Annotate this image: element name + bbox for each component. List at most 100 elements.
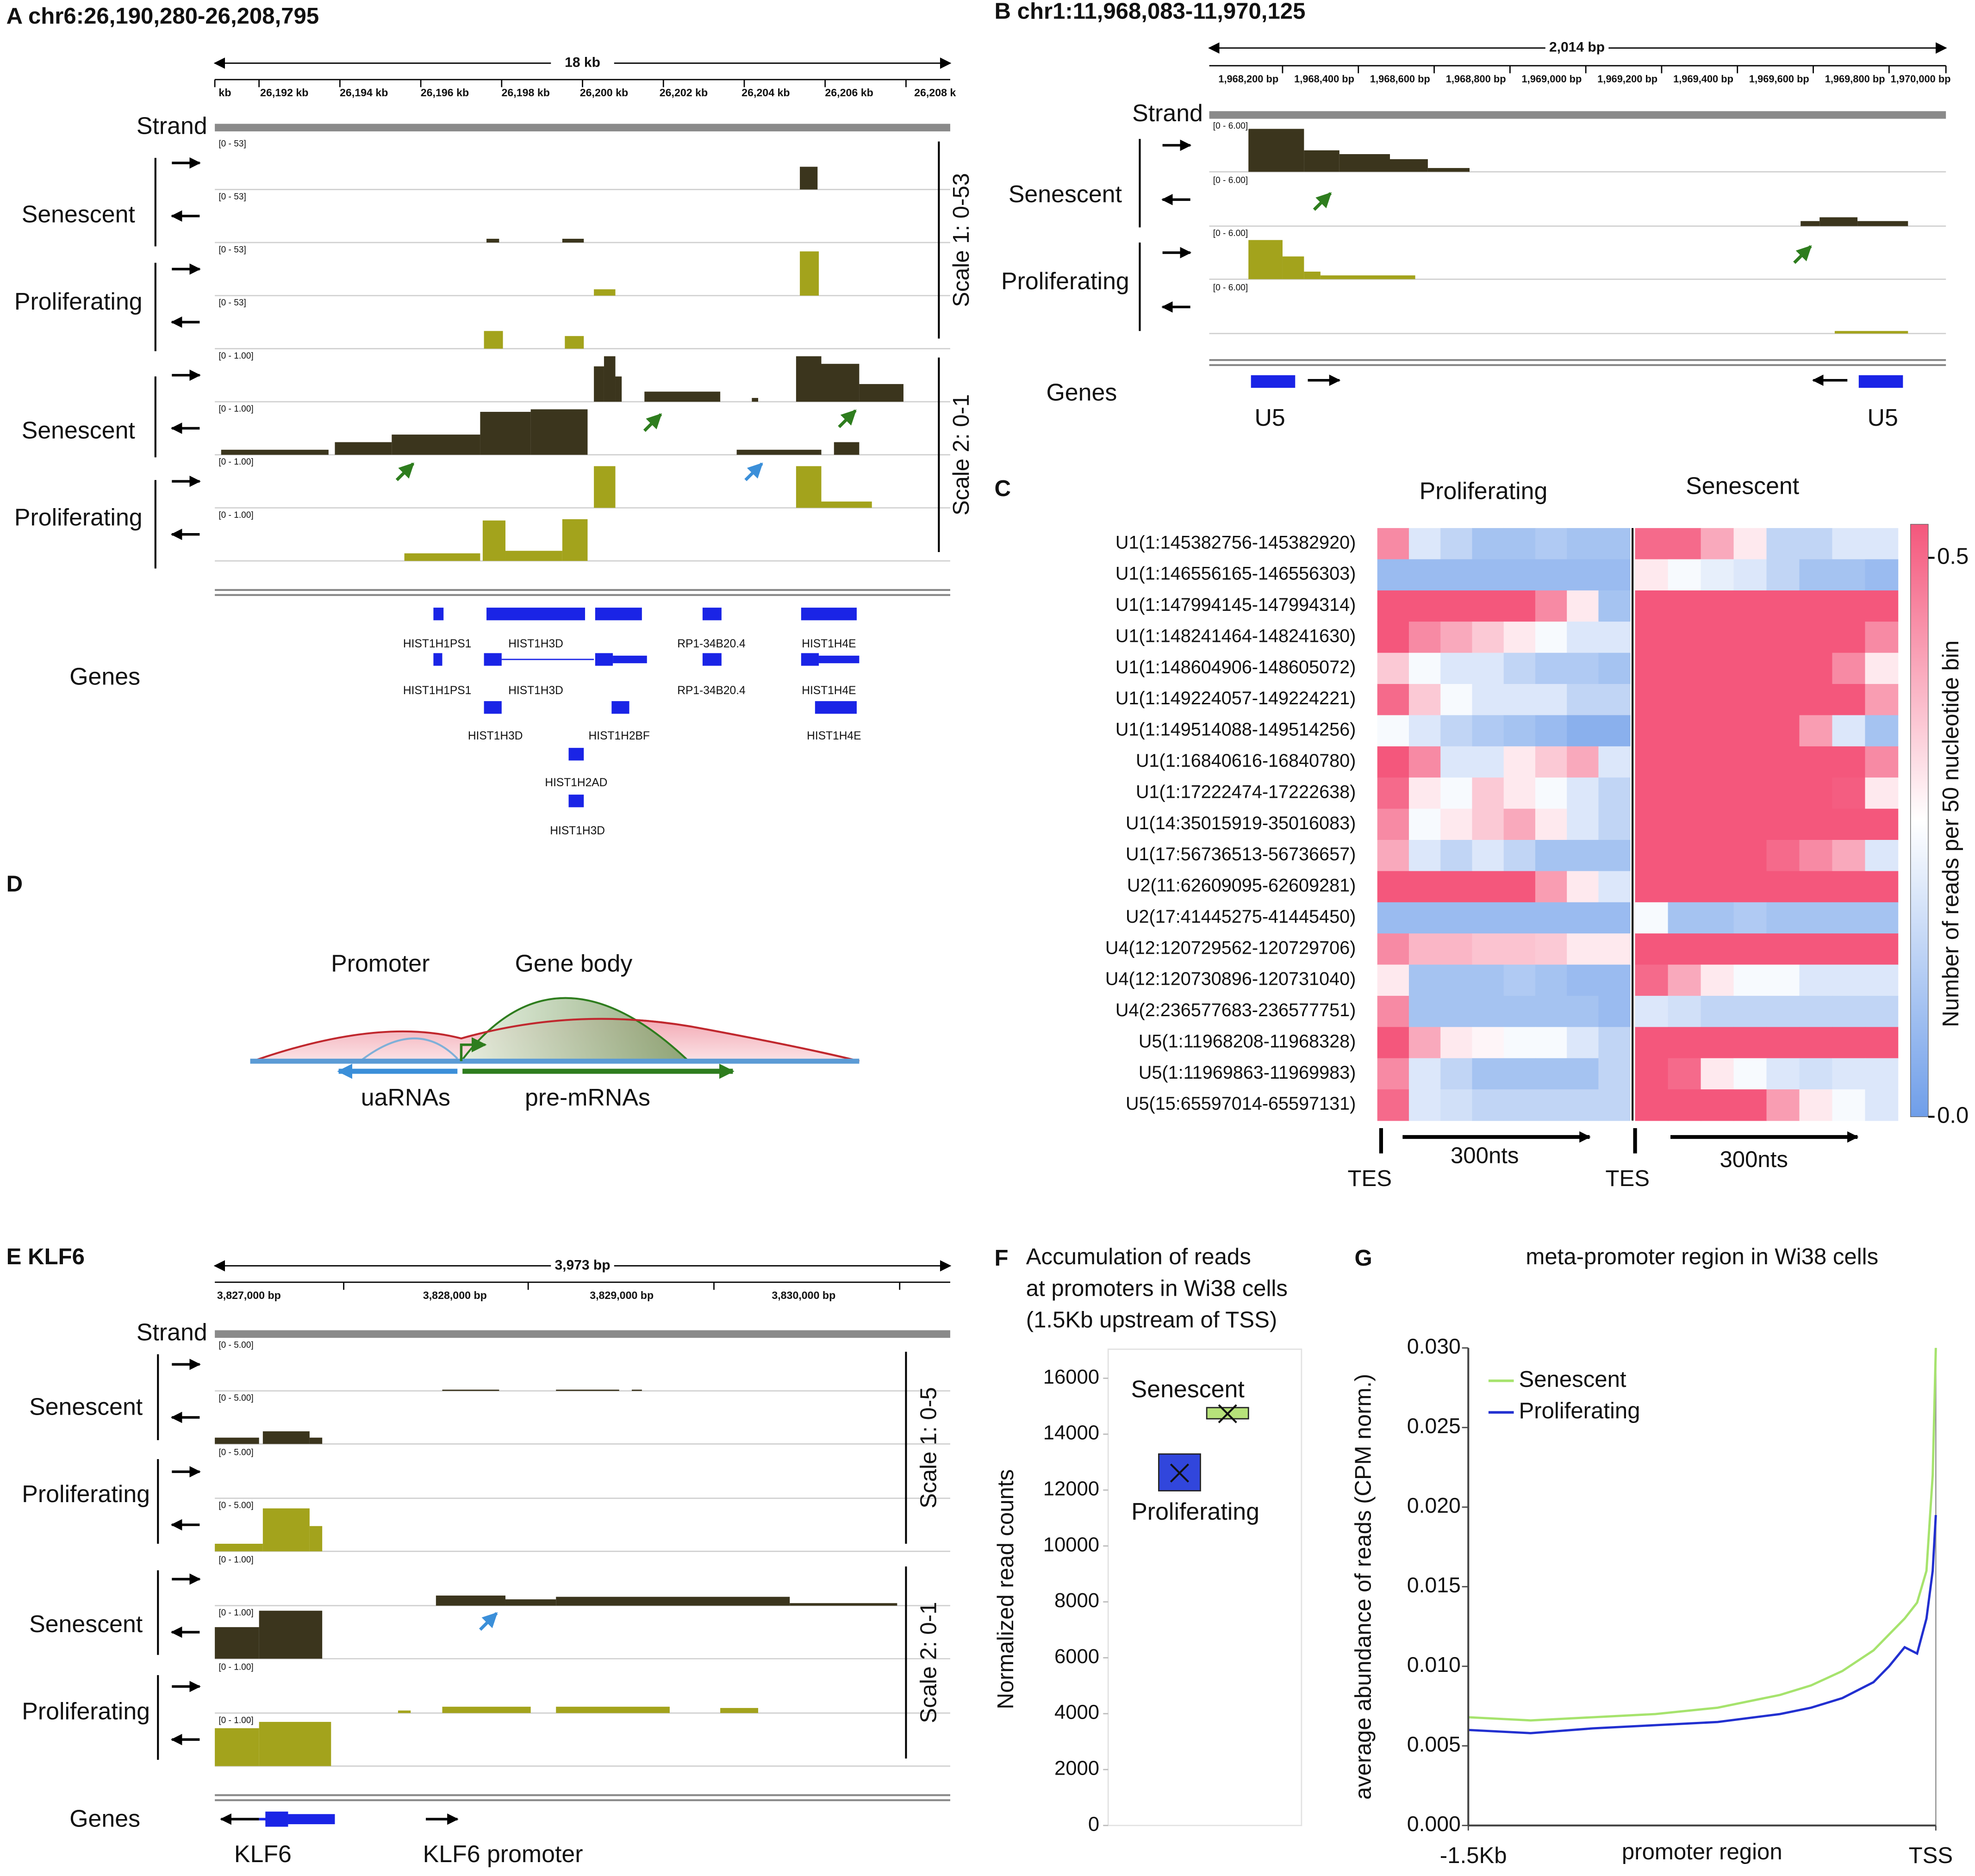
heatmap-cell	[1799, 621, 1833, 653]
coverage	[1304, 271, 1321, 280]
heatmap-cell	[1535, 715, 1568, 747]
heatmap-cell	[1440, 839, 1473, 872]
heatmap-cell	[1408, 933, 1441, 965]
strand-bar	[215, 124, 950, 131]
gene-exon	[1858, 375, 1903, 388]
heatmap-cell	[1535, 839, 1568, 872]
heatmap-cell	[1472, 871, 1504, 903]
row-label: U1(1:149224057-149224221)	[1115, 688, 1356, 708]
genes-label: Genes	[69, 663, 140, 690]
heatmap-cell	[1766, 746, 1800, 778]
heatmap-cell	[1701, 528, 1734, 560]
heatmap-cell	[1635, 715, 1669, 747]
heatmap-cell	[1503, 902, 1536, 934]
strand-label: Strand	[137, 1319, 207, 1346]
coverage	[309, 1526, 323, 1552]
genes-label: Genes	[69, 1805, 140, 1832]
coverage	[505, 551, 562, 561]
coverage	[834, 442, 860, 455]
heatmap-cell	[1701, 590, 1734, 622]
coverage	[482, 520, 506, 561]
heatmap-cell	[1567, 964, 1599, 996]
ruler-label: 1,969,400 bp	[1673, 73, 1733, 85]
scale-label: Scale 2: 0-1	[949, 394, 974, 516]
heatmap-cell	[1503, 559, 1536, 591]
heatmap-cell	[1440, 777, 1473, 809]
coverage	[594, 466, 616, 508]
gene-label: HIST1H2BF	[589, 730, 650, 742]
heatmap-cell	[1567, 590, 1599, 622]
group-label: Proliferating	[14, 288, 143, 315]
track-range: [0 - 5.00]	[218, 1448, 253, 1458]
heatmap-cell	[1598, 871, 1631, 903]
heatmap-cell	[1865, 652, 1899, 684]
ruler-label: 1,968,600 bp	[1370, 73, 1430, 85]
track-range: [0 - 6.00]	[1213, 121, 1248, 131]
heatmap-cell	[1635, 871, 1669, 903]
heatmap-cell	[1701, 808, 1734, 840]
genes-label: Genes	[1046, 379, 1117, 405]
heatmap-cell	[1503, 808, 1536, 840]
y-tick-label: 8000	[1054, 1589, 1099, 1612]
heatmap-cell	[1832, 964, 1866, 996]
heatmap-cell	[1766, 995, 1800, 1028]
series-label: Proliferating	[1131, 1498, 1259, 1525]
y-tick-label: 0.020	[1407, 1493, 1461, 1517]
track-range: [0 - 53]	[218, 298, 246, 308]
arrow	[1313, 192, 1332, 211]
heatmap-cell	[1440, 528, 1473, 560]
heatmap-cell	[1377, 621, 1409, 653]
legend-label: Senescent	[1519, 1367, 1626, 1392]
coverage	[1339, 154, 1390, 172]
heatmap-cell	[1635, 1089, 1669, 1121]
gene-exon	[801, 608, 857, 621]
heatmap-cell	[1701, 715, 1734, 747]
heatmap-cell	[1832, 839, 1866, 872]
group-label: Senescent	[29, 1610, 143, 1637]
heatmap-cell	[1535, 746, 1568, 778]
panel-letter: D	[6, 872, 23, 897]
coverage	[1320, 275, 1415, 280]
heatmap-cell	[1598, 715, 1631, 747]
plot-frame	[1107, 1348, 1302, 1826]
heatmap-cell	[1832, 1089, 1866, 1121]
y-tick-label: 0.025	[1407, 1414, 1461, 1438]
row-label: U1(1:146556165-146556303)	[1115, 564, 1356, 584]
row-label: U4(2:236577683-236577751)	[1115, 1000, 1356, 1020]
track-range: [0 - 1.00]	[218, 510, 253, 520]
ruler-label: 3,827,000 bp	[217, 1289, 281, 1301]
heatmap-cell	[1598, 590, 1631, 622]
heatmap-cell	[1635, 839, 1669, 872]
heatmap-cell	[1766, 590, 1800, 622]
heatmap-cell	[1408, 621, 1441, 653]
heatmap-cell	[1535, 559, 1568, 591]
heatmap-cell	[1503, 995, 1536, 1028]
mean-marker	[1170, 1463, 1190, 1483]
gene-exon	[702, 653, 722, 666]
row-label: U5(15:65597014-65597131)	[1126, 1093, 1356, 1114]
gene-exon	[801, 653, 819, 666]
gene-exon	[815, 701, 857, 714]
heatmap-cell	[1472, 839, 1504, 872]
heatmap-cell	[1635, 621, 1669, 653]
heatmap-cell	[1799, 839, 1833, 872]
coverage	[259, 1721, 331, 1766]
heatmap-cell	[1472, 590, 1504, 622]
heatmap-cell	[1567, 652, 1599, 684]
heatmap-cell	[1535, 995, 1568, 1028]
heatmap-cell	[1567, 995, 1599, 1028]
heatmap-cell	[1598, 652, 1631, 684]
panel-letter: C	[995, 476, 1011, 501]
heatmap-cell	[1701, 621, 1734, 653]
arrow	[1793, 245, 1812, 264]
panel-title: A chr6:26,190,280-26,208,795	[6, 4, 319, 29]
arrow	[395, 462, 415, 481]
heatmap-cell	[1377, 871, 1409, 903]
panel-letter: G	[1355, 1246, 1372, 1271]
heatmap-cell	[1701, 964, 1734, 996]
heatmap-cell	[1832, 590, 1866, 622]
arrow	[479, 1612, 498, 1631]
group-label: Senescent	[29, 1393, 143, 1420]
heatmap-cell	[1408, 715, 1441, 747]
heatmap-cell	[1701, 746, 1734, 778]
